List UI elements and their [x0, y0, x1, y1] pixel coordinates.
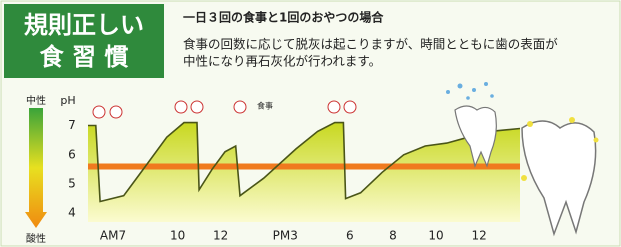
y-top-label: 中性 [26, 94, 46, 107]
description: 中性になり再石灰化が行われます。 [183, 54, 381, 69]
x-tick-label: 10 [428, 229, 443, 243]
x-tick-label: PM3 [273, 229, 298, 243]
y-tick-label: 5 [68, 177, 76, 191]
title: 規則正しい [24, 11, 144, 39]
x-tick-label: 10 [170, 229, 185, 243]
chart: 規則正しい 食 習 慣 一日３回の食事と1回のおやつの場合 食事の回数に応じて脱… [0, 0, 621, 247]
x-tick-label: 12 [471, 229, 486, 243]
subtitle: 一日３回の食事と1回のおやつの場合 [183, 10, 384, 25]
title: 食 習 慣 [40, 43, 129, 71]
description: 食事の回数に応じて脱灰は起こりますが、時間とともに歯の表面が [183, 37, 558, 52]
meal-label: 食事 [257, 101, 273, 111]
y-bottom-label: 酸性 [26, 232, 46, 245]
y-tick-label: 7 [68, 118, 76, 132]
x-tick-label: 6 [346, 229, 354, 243]
x-tick-label: AM7 [100, 229, 126, 243]
x-tick-label: 8 [389, 229, 397, 243]
x-tick-label: 12 [213, 229, 228, 243]
y-axis-label: pH [60, 94, 75, 107]
y-tick-label: 4 [68, 206, 76, 220]
y-tick-label: 6 [68, 147, 76, 161]
